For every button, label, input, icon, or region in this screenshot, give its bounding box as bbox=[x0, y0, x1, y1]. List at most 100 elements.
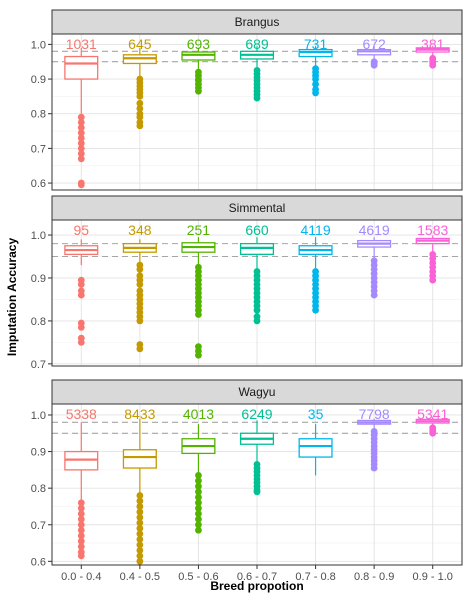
outlier-point bbox=[195, 493, 202, 501]
facet-strip-label: Wagyu bbox=[239, 385, 276, 399]
outlier-point bbox=[370, 464, 378, 472]
count-label: 4119 bbox=[301, 222, 331, 238]
iqr-box bbox=[181, 51, 216, 61]
outlier-point bbox=[370, 61, 378, 69]
count-label: 95 bbox=[73, 222, 89, 238]
outlier-point bbox=[312, 306, 319, 314]
y-tick-label: 0.6 bbox=[31, 556, 46, 568]
outlier-point bbox=[195, 515, 202, 523]
facet-strip-label: Brangus bbox=[235, 15, 280, 29]
count-label: 6249 bbox=[241, 406, 272, 422]
iqr-box bbox=[64, 55, 99, 80]
count-label: 660 bbox=[245, 222, 269, 238]
outlier-point bbox=[195, 482, 202, 490]
x-axis-title: Breed propotion bbox=[210, 579, 303, 593]
x-tick-label: 0.9 - 1.0 bbox=[413, 571, 453, 583]
outlier-point bbox=[136, 281, 144, 288]
outlier-point bbox=[77, 291, 85, 299]
y-tick-label: 0.9 bbox=[31, 74, 46, 86]
outlier-point bbox=[77, 150, 85, 158]
y-tick-label: 0.9 bbox=[31, 273, 46, 285]
outlier-point bbox=[195, 499, 202, 507]
outlier-point bbox=[77, 537, 85, 545]
panel-border bbox=[51, 219, 463, 367]
outlier-point bbox=[77, 515, 85, 523]
outlier-point bbox=[136, 514, 144, 521]
outlier-point bbox=[136, 113, 144, 121]
outlier-point bbox=[195, 510, 202, 518]
x-tick-label: 0.5 - 0.6 bbox=[178, 571, 218, 583]
count-label: 731 bbox=[304, 36, 328, 52]
facet-strip-label: Simmental bbox=[229, 201, 286, 215]
outlier-point bbox=[77, 155, 85, 163]
outlier-point bbox=[195, 311, 202, 318]
outlier-point bbox=[77, 532, 85, 540]
outlier-point bbox=[312, 89, 319, 97]
y-tick-label: 0.7 bbox=[31, 359, 46, 371]
outlier-point bbox=[136, 99, 144, 107]
outlier-point bbox=[136, 541, 144, 549]
outlier-point bbox=[136, 503, 144, 510]
outlier-point bbox=[136, 122, 144, 130]
outlier-point bbox=[136, 317, 144, 325]
outlier-point bbox=[77, 510, 85, 518]
outlier-point bbox=[253, 488, 261, 496]
outlier-point bbox=[77, 139, 85, 147]
outlier-point bbox=[136, 557, 144, 565]
y-tick-label: 1.0 bbox=[31, 410, 46, 422]
outlier-point bbox=[77, 145, 85, 152]
count-label: 35 bbox=[308, 406, 324, 422]
count-label: 4013 bbox=[183, 406, 214, 422]
outlier-point bbox=[429, 276, 437, 284]
outlier-point bbox=[77, 521, 85, 529]
outlier-point bbox=[77, 124, 85, 131]
x-tick-label: 0.4 - 0.5 bbox=[120, 571, 160, 583]
outlier-point bbox=[195, 504, 202, 512]
y-axis-title: Imputation Accuracy bbox=[5, 238, 19, 357]
outlier-point bbox=[136, 552, 144, 560]
y-tick-label: 0.7 bbox=[31, 520, 46, 532]
y-tick-label: 0.6 bbox=[31, 178, 46, 190]
outlier-point bbox=[253, 94, 261, 102]
outlier-point bbox=[77, 504, 85, 512]
outlier-point bbox=[195, 351, 202, 359]
panel-brangus: Brangus 1031 645 693 689 731 672 381 0.6 0.7 0.8 0.… bbox=[31, 9, 463, 191]
outlier-point bbox=[136, 497, 144, 505]
outlier-point bbox=[77, 323, 85, 331]
x-tick-label: 0.8 - 0.9 bbox=[354, 571, 394, 583]
y-tick-label: 0.7 bbox=[31, 143, 46, 155]
count-label: 689 bbox=[245, 36, 269, 52]
outlier-point bbox=[136, 508, 144, 516]
outlier-point bbox=[195, 526, 202, 534]
outlier-point bbox=[429, 429, 437, 437]
outlier-point bbox=[77, 113, 85, 121]
count-label: 5338 bbox=[66, 406, 97, 422]
outlier-point bbox=[429, 61, 437, 69]
outlier-point bbox=[77, 543, 85, 551]
outlier-point bbox=[312, 75, 319, 83]
outlier-point bbox=[77, 281, 85, 288]
y-tick-label: 0.9 bbox=[31, 447, 46, 459]
facet-strip bbox=[51, 9, 463, 35]
outlier-point bbox=[195, 521, 202, 529]
x-tick-label: 0.6 - 0.7 bbox=[237, 571, 277, 583]
outlier-point bbox=[77, 181, 85, 189]
outlier-point bbox=[77, 129, 85, 137]
outlier-point bbox=[195, 488, 202, 496]
outlier-point bbox=[77, 526, 85, 534]
outlier-point bbox=[136, 530, 144, 538]
count-label: 5341 bbox=[417, 406, 448, 422]
outlier-point bbox=[77, 552, 85, 560]
count-label: 4619 bbox=[359, 222, 390, 238]
outlier-point bbox=[136, 93, 144, 100]
outlier-point bbox=[253, 306, 261, 314]
iqr-box bbox=[122, 449, 157, 469]
outlier-point bbox=[136, 546, 144, 554]
outlier-point bbox=[77, 338, 85, 346]
x-tick-label: 0.0 - 0.4 bbox=[61, 571, 101, 583]
outlier-point bbox=[77, 499, 85, 507]
count-label: 251 bbox=[187, 222, 211, 238]
y-tick-label: 1.0 bbox=[31, 230, 46, 242]
